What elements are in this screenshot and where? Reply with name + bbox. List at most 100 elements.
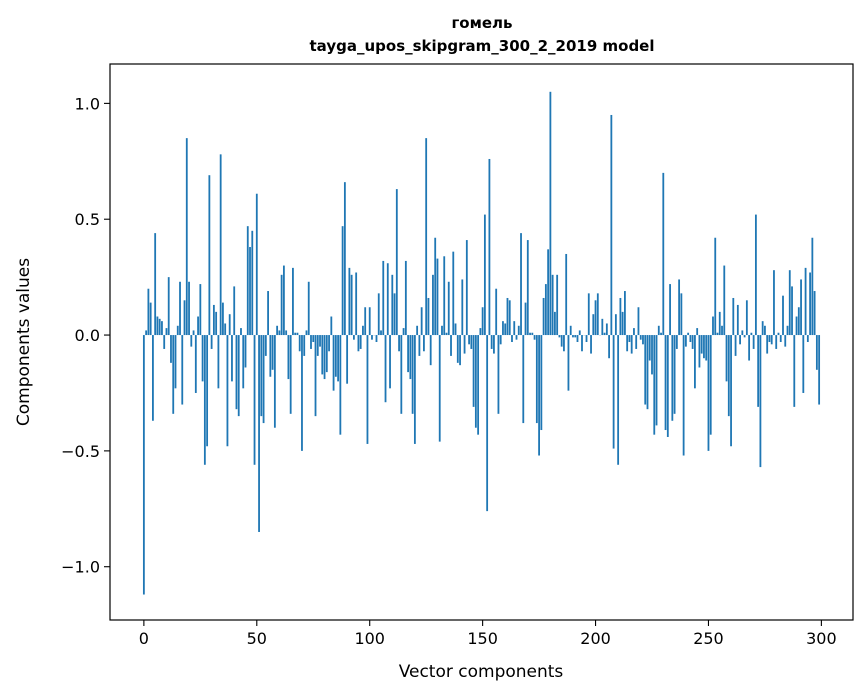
bar bbox=[199, 284, 202, 336]
bar bbox=[669, 284, 671, 336]
bar bbox=[576, 335, 579, 342]
bar bbox=[226, 335, 229, 447]
bar bbox=[806, 335, 809, 342]
bar bbox=[224, 323, 227, 336]
bar bbox=[366, 335, 369, 444]
bar bbox=[493, 335, 495, 354]
bar bbox=[339, 335, 342, 435]
bar bbox=[434, 237, 437, 336]
bar bbox=[718, 311, 721, 336]
x-tick-label: 200 bbox=[580, 629, 611, 648]
bar bbox=[694, 335, 696, 389]
bar bbox=[619, 297, 622, 336]
bar bbox=[192, 330, 195, 336]
bar bbox=[477, 335, 480, 435]
bar bbox=[156, 316, 159, 336]
bar bbox=[341, 226, 344, 336]
bar bbox=[429, 335, 432, 366]
bar bbox=[687, 332, 690, 336]
bar bbox=[472, 335, 475, 407]
bar bbox=[651, 335, 653, 375]
bar bbox=[664, 335, 667, 431]
bar bbox=[420, 307, 423, 336]
bar bbox=[441, 325, 443, 336]
x-tick-label: 150 bbox=[467, 629, 498, 648]
y-tick-label: 1.0 bbox=[75, 94, 100, 113]
bar bbox=[452, 251, 455, 336]
bar bbox=[560, 335, 563, 347]
bar bbox=[152, 335, 154, 421]
bar bbox=[644, 335, 647, 405]
bar bbox=[732, 297, 735, 336]
bar bbox=[474, 335, 477, 428]
bar bbox=[601, 318, 604, 336]
bar bbox=[404, 260, 407, 336]
bar bbox=[280, 274, 283, 336]
bar bbox=[590, 335, 592, 354]
bar bbox=[255, 193, 258, 336]
bar bbox=[206, 335, 209, 447]
bar bbox=[443, 256, 446, 336]
bar bbox=[809, 272, 811, 336]
bar bbox=[587, 293, 590, 336]
bar bbox=[563, 335, 565, 352]
bar bbox=[188, 281, 190, 336]
bar bbox=[393, 293, 396, 336]
bar bbox=[504, 323, 507, 336]
bar bbox=[278, 330, 281, 336]
bar bbox=[242, 335, 245, 389]
bar bbox=[190, 335, 193, 347]
bar bbox=[332, 335, 335, 391]
bar bbox=[666, 335, 669, 437]
bar bbox=[450, 335, 452, 356]
chart-title: гомель bbox=[451, 14, 512, 32]
bar bbox=[395, 189, 398, 336]
bar bbox=[249, 247, 251, 336]
bar bbox=[795, 316, 798, 336]
bar bbox=[298, 335, 301, 352]
bar bbox=[585, 335, 588, 342]
bar bbox=[368, 307, 371, 336]
bar bbox=[815, 335, 818, 370]
y-tick-label: −1.0 bbox=[61, 558, 100, 577]
bar bbox=[427, 297, 430, 336]
bar bbox=[581, 335, 583, 352]
bar bbox=[375, 335, 378, 342]
x-axis-label: Vector components bbox=[399, 662, 564, 682]
bar bbox=[197, 316, 199, 336]
bar bbox=[782, 295, 784, 336]
bar bbox=[653, 335, 656, 435]
bar bbox=[461, 279, 464, 336]
bar bbox=[459, 335, 461, 366]
bar bbox=[673, 335, 676, 414]
bar bbox=[398, 335, 400, 352]
bar bbox=[721, 325, 723, 336]
bar bbox=[158, 318, 161, 336]
bar bbox=[355, 272, 358, 336]
bar bbox=[802, 335, 805, 393]
bar bbox=[660, 332, 662, 336]
bar bbox=[357, 335, 360, 352]
bar bbox=[624, 291, 626, 336]
bar bbox=[183, 300, 186, 336]
bar bbox=[328, 335, 330, 352]
bar bbox=[303, 335, 306, 356]
plot-frame bbox=[109, 63, 854, 621]
bar bbox=[362, 325, 364, 336]
y-tick-label: 0.0 bbox=[75, 326, 100, 345]
bar bbox=[222, 302, 224, 336]
bar bbox=[149, 302, 152, 336]
bar bbox=[172, 335, 175, 414]
x-tick-label: 300 bbox=[806, 629, 837, 648]
bar bbox=[312, 335, 315, 342]
bar bbox=[350, 274, 353, 336]
bar bbox=[382, 260, 385, 336]
bar bbox=[468, 335, 470, 345]
bar bbox=[380, 330, 382, 336]
bar bbox=[316, 335, 319, 356]
bar bbox=[768, 335, 771, 342]
bar bbox=[179, 281, 181, 336]
bar bbox=[371, 335, 373, 340]
bar bbox=[773, 270, 775, 336]
bar bbox=[262, 335, 265, 424]
